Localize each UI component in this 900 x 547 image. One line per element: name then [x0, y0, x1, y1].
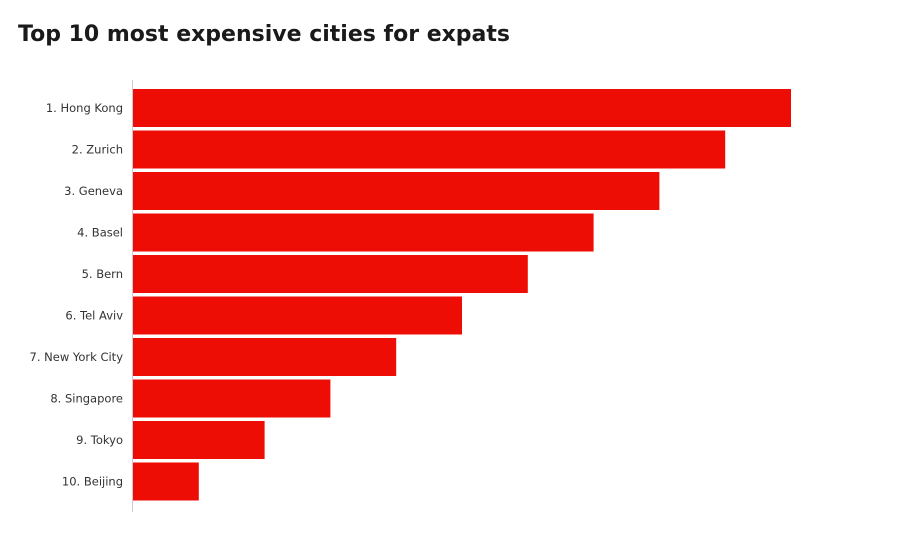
- bar: [133, 172, 660, 210]
- category-label: 8. Singapore: [50, 392, 123, 406]
- category-label: 10. Beijing: [62, 475, 123, 489]
- category-label: 6. Tel Aviv: [65, 309, 123, 323]
- bar: [133, 462, 199, 501]
- bars-layer: [133, 89, 791, 501]
- category-label: 2. Zurich: [72, 143, 123, 157]
- bar: [133, 296, 462, 335]
- bar: [133, 379, 331, 418]
- bar: [133, 213, 594, 252]
- category-label: 3. Geneva: [64, 184, 123, 198]
- bar: [133, 130, 726, 169]
- bar: [133, 255, 528, 293]
- category-labels: 1. Hong Kong 2. Zurich 3. Geneva 4. Basel 5.…: [30, 101, 124, 489]
- bar: [133, 89, 791, 127]
- bar: [133, 338, 397, 376]
- category-label: 5. Bern: [82, 267, 123, 281]
- category-label: 9. Tokyo: [76, 433, 123, 447]
- category-label: 1. Hong Kong: [46, 101, 123, 115]
- category-label: 4. Basel: [77, 226, 123, 240]
- bar: [133, 421, 265, 459]
- chart-title: Top 10 most expensive cities for expats: [18, 22, 511, 47]
- category-label: 7. New York City: [30, 350, 124, 364]
